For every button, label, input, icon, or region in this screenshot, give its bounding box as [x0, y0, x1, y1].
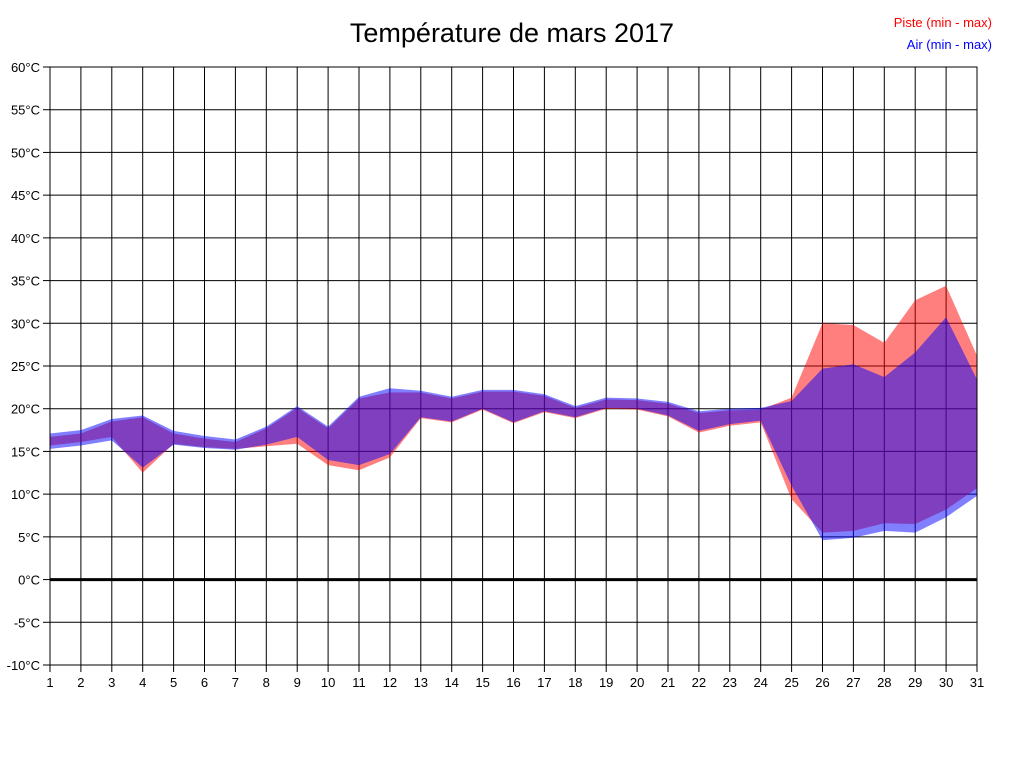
x-tick-label: 3	[108, 675, 115, 690]
x-tick-label: 21	[661, 675, 675, 690]
x-tick-label: 23	[723, 675, 737, 690]
x-tick-label: 2	[77, 675, 84, 690]
y-tick-label: -10°C	[7, 658, 40, 673]
x-tick-label: 17	[537, 675, 551, 690]
x-tick-label: 22	[692, 675, 706, 690]
x-tick-label: 27	[846, 675, 860, 690]
x-tick-label: 7	[232, 675, 239, 690]
x-tick-label: 28	[877, 675, 891, 690]
x-tick-label: 6	[201, 675, 208, 690]
x-tick-label: 5	[170, 675, 177, 690]
x-tick-label: 31	[970, 675, 984, 690]
x-tick-label: 30	[939, 675, 953, 690]
x-tick-label: 14	[444, 675, 458, 690]
x-tick-label: 4	[139, 675, 146, 690]
x-tick-label: 1	[46, 675, 53, 690]
x-tick-label: 15	[475, 675, 489, 690]
legend-item-air: Air (min - max)	[906, 37, 992, 52]
y-tick-label: 35°C	[11, 274, 40, 289]
x-tick-label: 26	[815, 675, 829, 690]
x-tick-label: 13	[414, 675, 428, 690]
x-tick-label: 18	[568, 675, 582, 690]
y-tick-label: 25°C	[11, 359, 40, 374]
y-tick-label: 20°C	[11, 402, 40, 417]
air-band	[50, 317, 977, 541]
x-tick-label: 24	[753, 675, 767, 690]
x-tick-label: 11	[352, 675, 366, 690]
x-tick-label: 20	[630, 675, 644, 690]
y-tick-label: 40°C	[11, 231, 40, 246]
x-tick-label: 29	[908, 675, 922, 690]
y-tick-label: 0°C	[18, 573, 40, 588]
x-tick-label: 16	[506, 675, 520, 690]
y-tick-label: -5°C	[14, 615, 40, 630]
y-tick-label: 60°C	[11, 60, 40, 75]
y-tick-label: 45°C	[11, 188, 40, 203]
legend: Piste (min - max) Air (min - max)	[894, 12, 992, 56]
chart-title: Température de mars 2017	[349, 18, 675, 48]
x-tick-label: 9	[294, 675, 301, 690]
x-tick-label: 10	[321, 675, 335, 690]
y-tick-label: 55°C	[11, 103, 40, 118]
y-tick-label: 15°C	[11, 444, 40, 459]
x-tick-label: 25	[784, 675, 798, 690]
y-tick-label: 10°C	[11, 487, 40, 502]
y-tick-label: 30°C	[11, 316, 40, 331]
y-tick-label: 5°C	[18, 530, 40, 545]
legend-item-piste: Piste (min - max)	[893, 15, 992, 30]
x-tick-label: 19	[599, 675, 613, 690]
x-tick-label: 8	[263, 675, 270, 690]
x-tick-label: 12	[383, 675, 397, 690]
y-tick-label: 50°C	[11, 145, 40, 160]
